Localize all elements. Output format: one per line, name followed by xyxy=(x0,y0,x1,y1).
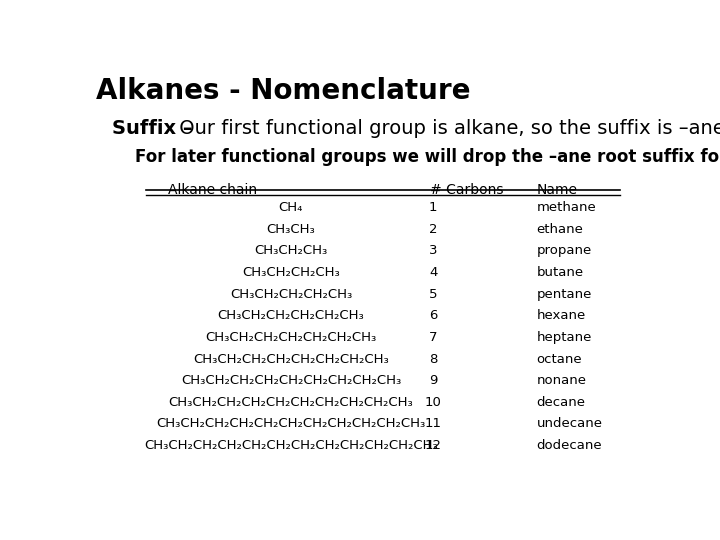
Text: CH₃CH₂CH₂CH₂CH₂CH₂CH₂CH₂CH₂CH₂CH₂CH₃: CH₃CH₂CH₂CH₂CH₂CH₂CH₂CH₂CH₂CH₂CH₂CH₃ xyxy=(144,439,438,452)
Text: Name: Name xyxy=(536,183,577,197)
Text: methane: methane xyxy=(536,201,596,214)
Text: CH₃CH₂CH₂CH₂CH₂CH₂CH₂CH₃: CH₃CH₂CH₂CH₂CH₂CH₂CH₂CH₃ xyxy=(193,353,389,366)
Text: 8: 8 xyxy=(429,353,437,366)
Text: Suffix –: Suffix – xyxy=(112,119,193,138)
Text: 10: 10 xyxy=(425,396,441,409)
Text: Alkanes - Nomenclature: Alkanes - Nomenclature xyxy=(96,77,470,105)
Text: heptane: heptane xyxy=(536,331,592,344)
Text: ethane: ethane xyxy=(536,223,583,236)
Text: 3: 3 xyxy=(429,245,438,258)
Text: 11: 11 xyxy=(425,417,441,430)
Text: CH₄: CH₄ xyxy=(279,201,303,214)
Text: 4: 4 xyxy=(429,266,437,279)
Text: decane: decane xyxy=(536,396,585,409)
Text: CH₃CH₂CH₂CH₂CH₂CH₂CH₂CH₂CH₂CH₃: CH₃CH₂CH₂CH₂CH₂CH₂CH₂CH₂CH₂CH₃ xyxy=(168,396,413,409)
Text: CH₃CH₂CH₂CH₂CH₂CH₂CH₂CH₂CH₃: CH₃CH₂CH₂CH₂CH₂CH₂CH₂CH₂CH₃ xyxy=(181,374,401,387)
Text: CH₃CH₂CH₃: CH₃CH₂CH₃ xyxy=(254,245,328,258)
Text: 2: 2 xyxy=(429,223,438,236)
Text: CH₃CH₂CH₂CH₂CH₂CH₃: CH₃CH₂CH₂CH₂CH₂CH₃ xyxy=(217,309,364,322)
Text: Our first functional group is alkane, so the suffix is –ane: Our first functional group is alkane, so… xyxy=(173,119,720,138)
Text: # Carbons: # Carbons xyxy=(431,183,504,197)
Text: CH₃CH₂CH₂CH₃: CH₃CH₂CH₂CH₃ xyxy=(242,266,340,279)
Text: 1: 1 xyxy=(429,201,438,214)
Text: 9: 9 xyxy=(429,374,437,387)
Text: CH₃CH₃: CH₃CH₃ xyxy=(266,223,315,236)
Text: CH₃CH₂CH₂CH₂CH₂CH₂CH₂CH₂CH₂CH₂CH₃: CH₃CH₂CH₂CH₂CH₂CH₂CH₂CH₂CH₂CH₂CH₃ xyxy=(156,417,426,430)
Text: Alkane chain: Alkane chain xyxy=(168,183,257,197)
Text: pentane: pentane xyxy=(536,288,592,301)
Text: CH₃CH₂CH₂CH₂CH₃: CH₃CH₂CH₂CH₂CH₃ xyxy=(230,288,352,301)
Text: hexane: hexane xyxy=(536,309,585,322)
Text: CH₃CH₂CH₂CH₂CH₂CH₂CH₃: CH₃CH₂CH₂CH₂CH₂CH₂CH₃ xyxy=(205,331,377,344)
Text: 7: 7 xyxy=(429,331,438,344)
Text: octane: octane xyxy=(536,353,582,366)
Text: propane: propane xyxy=(536,245,592,258)
Text: undecane: undecane xyxy=(536,417,603,430)
Text: 6: 6 xyxy=(429,309,437,322)
Text: butane: butane xyxy=(536,266,583,279)
Text: 5: 5 xyxy=(429,288,438,301)
Text: For later functional groups we will drop the –ane root suffix for others: For later functional groups we will drop… xyxy=(135,148,720,166)
Text: nonane: nonane xyxy=(536,374,586,387)
Text: dodecane: dodecane xyxy=(536,439,602,452)
Text: 12: 12 xyxy=(425,439,441,452)
